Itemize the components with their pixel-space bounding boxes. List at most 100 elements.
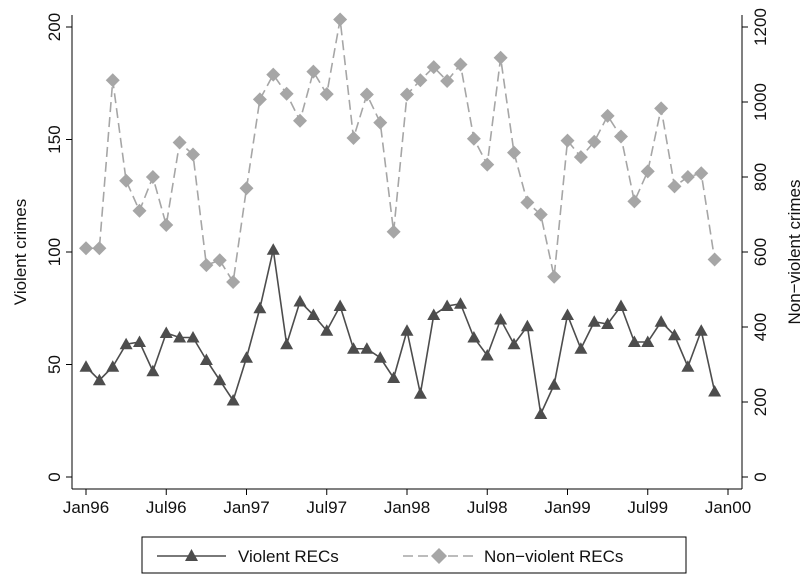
legend-label-violent: Violent RECs (238, 547, 339, 566)
right-tick-label: 400 (751, 313, 770, 341)
nonviolent-point (560, 133, 575, 148)
nonviolent-point (159, 218, 174, 232)
nonviolent-point (507, 145, 521, 160)
nonviolent-point (466, 131, 481, 146)
violent-point (454, 297, 467, 309)
right-axis-ticks: 0 200 400 600 800 1000 1200 (742, 8, 770, 482)
nonviolent-point (186, 147, 200, 162)
violent-point (133, 335, 146, 347)
x-axis-ticks: Jan96 Jul96 Jan97 Jul97 Jan98 Jul98 Jan99 Jul99… (63, 489, 751, 517)
left-tick-label: 200 (45, 13, 64, 41)
nonviolent-point (119, 173, 134, 188)
nonviolent-point (627, 194, 642, 209)
violent-point (641, 335, 655, 347)
violent-point (413, 387, 427, 399)
violent-point (173, 331, 187, 343)
violent-point (119, 337, 133, 350)
left-tick-label: 50 (45, 355, 64, 374)
violent-point (587, 315, 601, 327)
nonviolent-point (346, 131, 361, 145)
nonviolent-point (667, 179, 682, 194)
nonviolent-point (533, 207, 548, 222)
legend-marker-violent (185, 549, 198, 561)
violent-point (306, 308, 320, 320)
nonviolent-point (453, 57, 468, 72)
violent-point (159, 326, 173, 338)
nonviolent-point (520, 195, 535, 210)
violent-point (106, 360, 120, 372)
violent-point (347, 342, 360, 354)
violent-point (320, 324, 334, 336)
nonviolent-point (654, 101, 669, 116)
nonviolent-point (172, 135, 187, 150)
violent-point (520, 319, 534, 332)
nonviolent-point (132, 203, 147, 218)
x-tick-label: Jan96 (63, 498, 109, 517)
x-tick-label: Jan99 (544, 498, 590, 517)
violent-point (614, 299, 628, 311)
violent-point (373, 351, 387, 363)
left-axis-title: Violent crimes (11, 199, 30, 305)
nonviolent-point (105, 73, 120, 88)
nonviolent-point (199, 258, 214, 273)
nonviolent-point (386, 224, 401, 239)
violent-point (387, 371, 401, 383)
x-tick-label: Jan98 (384, 498, 430, 517)
violent-point (507, 337, 521, 350)
right-tick-label: 1000 (751, 83, 770, 121)
violent-point (654, 315, 668, 327)
nonviolent-point (640, 164, 655, 179)
violent-point (480, 349, 494, 361)
legend-marker-nonviolent (431, 548, 447, 564)
violent-point (186, 331, 200, 343)
nonviolent-point (266, 67, 281, 82)
x-tick-label: Jul98 (467, 498, 508, 517)
violent-point (574, 342, 588, 354)
nonviolent-point (239, 181, 254, 196)
right-tick-label: 0 (751, 472, 770, 481)
violent-point (601, 317, 615, 329)
nonviolent-point (413, 73, 428, 88)
violent-point (79, 360, 93, 372)
violent-point (534, 407, 548, 419)
right-tick-label: 200 (751, 388, 770, 416)
nonviolent-point (587, 134, 602, 149)
violent-point (681, 360, 695, 372)
violent-point (213, 373, 227, 386)
violent-point (427, 308, 441, 320)
x-tick-label: Jan97 (223, 498, 269, 517)
nonviolent-point (373, 115, 388, 130)
violent-point (561, 308, 574, 320)
violent-point (226, 394, 240, 406)
nonviolent-point (145, 170, 160, 184)
x-tick-label: Jan00 (705, 498, 751, 517)
nonviolent-point (614, 129, 628, 144)
nonviolent-point (600, 108, 615, 123)
violent-point (627, 335, 641, 347)
left-tick-label: 100 (45, 238, 64, 266)
legend: Violent RECs Non−violent RECs (141, 536, 687, 574)
violent-point (668, 328, 681, 341)
nonviolent-point (293, 113, 307, 128)
violent-point (280, 337, 294, 350)
left-axis-ticks: 0 50 100 150 200 (45, 13, 72, 482)
right-tick-label: 1200 (751, 8, 770, 46)
nonviolent-point (252, 92, 267, 107)
nonviolent-point (400, 87, 414, 102)
nonviolent-point (79, 241, 93, 256)
violent-point (146, 364, 160, 377)
right-tick-label: 800 (751, 163, 770, 191)
left-tick-label: 150 (45, 125, 64, 153)
violent-point (240, 351, 253, 363)
right-axis-title: Non−violent crimes (785, 179, 804, 324)
violent-point (333, 299, 347, 311)
x-tick-label: Jul99 (627, 498, 668, 517)
legend-label-nonviolent: Non−violent RECs (484, 547, 623, 566)
nonviolent-point (212, 253, 227, 268)
violent-point (694, 324, 708, 336)
plot-area (71, 15, 743, 490)
violent-point (467, 331, 481, 343)
violent-point (547, 378, 561, 390)
